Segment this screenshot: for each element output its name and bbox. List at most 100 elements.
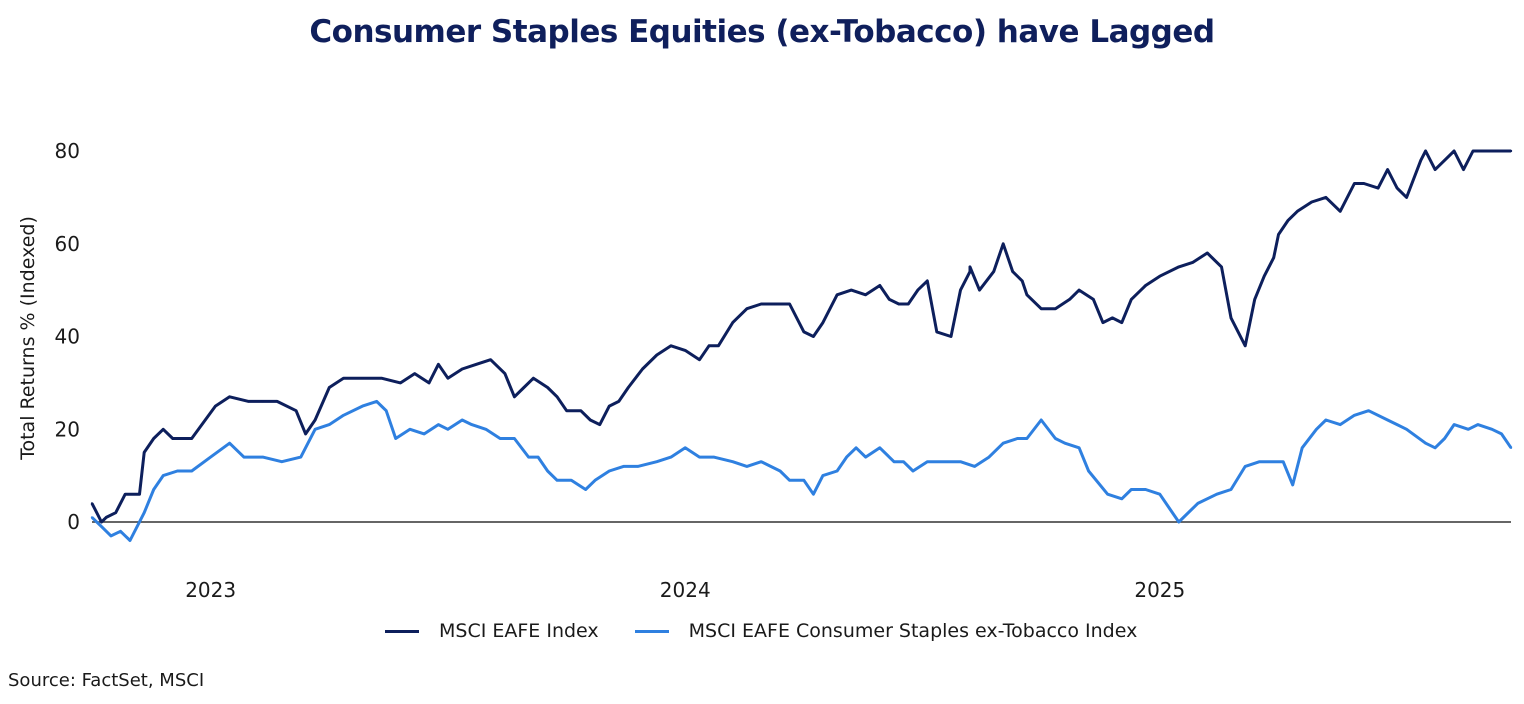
data-point — [1229, 316, 1233, 320]
data-point — [427, 381, 431, 385]
data-point — [684, 446, 687, 449]
y-tick-label: 80 — [55, 139, 80, 163]
data-point — [1277, 233, 1280, 236]
series-layer — [90, 149, 1513, 542]
data-point — [1244, 465, 1247, 468]
data-point — [579, 409, 582, 412]
data-point — [1286, 219, 1290, 222]
data-point — [878, 446, 881, 449]
data-point — [1244, 344, 1247, 347]
data-point — [1063, 442, 1067, 445]
data-point — [1310, 200, 1313, 204]
data-point — [608, 404, 611, 408]
data-point — [190, 469, 193, 473]
data-point — [911, 469, 915, 473]
data-point — [812, 493, 815, 496]
data-point — [1324, 418, 1328, 422]
data-point — [641, 367, 644, 371]
data-point — [655, 460, 658, 463]
data-point — [698, 455, 701, 459]
data-point — [1405, 428, 1408, 431]
data-point — [788, 302, 791, 306]
data-point — [926, 279, 929, 283]
data-point — [774, 302, 777, 306]
data-point — [1452, 149, 1456, 153]
data-point — [854, 446, 858, 449]
data-point — [1011, 270, 1014, 273]
data-point — [1040, 418, 1043, 422]
data-point — [299, 455, 302, 459]
data-point — [152, 488, 155, 491]
data-point — [878, 284, 881, 287]
data-point — [1144, 284, 1147, 287]
data-point — [1077, 288, 1081, 292]
data-point — [717, 344, 720, 347]
data-point — [1433, 446, 1437, 449]
data-point — [959, 460, 962, 463]
data-point — [968, 270, 972, 273]
data-point — [1481, 149, 1484, 153]
data-point — [385, 409, 388, 412]
data-point — [1405, 196, 1408, 199]
data-point — [1177, 265, 1181, 269]
x-axis-ticks: 2023 2024 2025 — [185, 578, 1185, 602]
data-point — [209, 455, 212, 459]
data-point — [461, 367, 464, 371]
data-point — [902, 460, 905, 463]
data-point — [527, 455, 530, 459]
data-point — [769, 465, 772, 468]
data-point — [684, 349, 687, 352]
data-point — [162, 428, 165, 431]
data-point — [380, 377, 383, 380]
data-point — [1433, 168, 1437, 171]
data-point — [802, 330, 806, 334]
data-point — [1386, 168, 1389, 171]
data-point — [973, 465, 976, 468]
data-point — [1040, 307, 1043, 310]
data-point — [570, 479, 573, 482]
data-point — [945, 460, 948, 463]
y-tick-label: 0 — [67, 510, 80, 534]
data-point — [1002, 442, 1005, 445]
data-point — [1272, 460, 1275, 463]
data-point — [1092, 298, 1095, 301]
legend-swatch-eafe — [385, 629, 419, 633]
data-point — [484, 428, 488, 431]
data-point — [100, 525, 103, 528]
data-point — [1144, 488, 1147, 491]
data-point — [1509, 446, 1513, 449]
data-point — [888, 298, 891, 301]
data-point — [228, 395, 231, 398]
data-point — [304, 432, 307, 436]
legend-swatch-staples — [634, 629, 669, 633]
y-axis-title: Total Returns % (Indexed) — [17, 216, 39, 461]
y-axis-ticks: 0 20 40 60 80 — [55, 139, 80, 534]
series-line-eafe — [90, 149, 1511, 524]
data-point — [498, 437, 502, 440]
data-point — [536, 455, 540, 459]
data-point — [1258, 460, 1261, 463]
data-point — [1196, 502, 1200, 505]
data-point — [731, 321, 734, 324]
x-tick-label: 2023 — [185, 578, 236, 602]
data-point — [1443, 437, 1446, 440]
data-point — [446, 428, 450, 431]
data-point — [119, 530, 122, 533]
data-point — [361, 404, 364, 408]
data-point — [864, 293, 867, 296]
data-point — [214, 404, 217, 408]
data-point — [1054, 307, 1057, 310]
data-point — [342, 377, 345, 380]
data-point — [1282, 460, 1285, 463]
data-point — [812, 335, 815, 338]
data-point — [313, 418, 317, 422]
data-point — [845, 455, 848, 459]
data-point — [1315, 428, 1318, 431]
data-point — [1025, 437, 1029, 440]
data-point — [778, 469, 782, 473]
data-point — [190, 437, 193, 440]
data-point — [1291, 483, 1294, 487]
data-point — [892, 460, 896, 463]
data-point — [437, 423, 440, 426]
data-point — [171, 437, 174, 440]
